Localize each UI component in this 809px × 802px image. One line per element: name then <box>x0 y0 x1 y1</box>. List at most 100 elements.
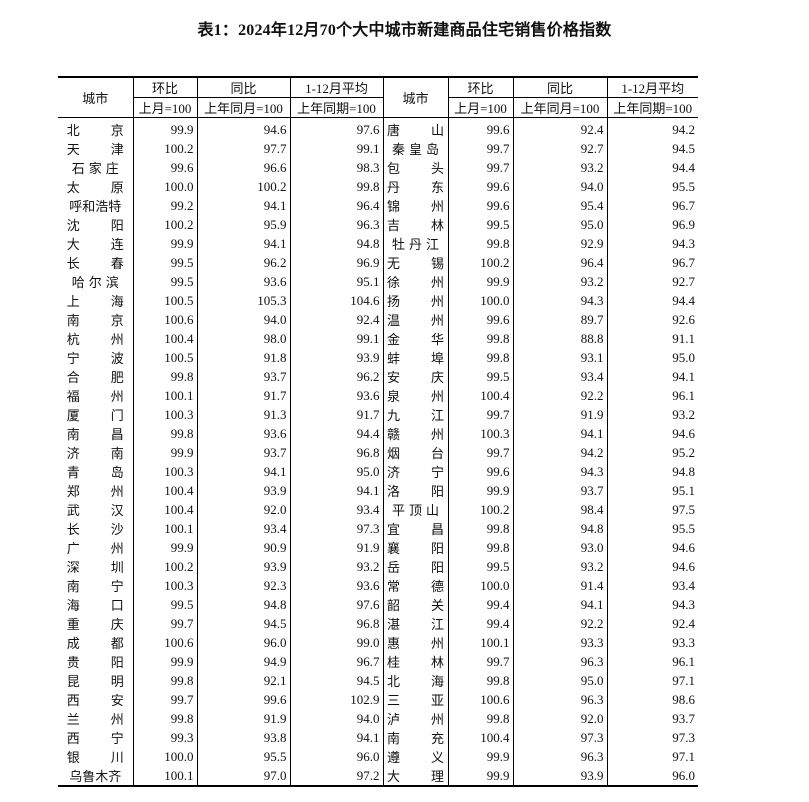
city-cell-right: 遵义 <box>383 747 449 766</box>
city-name-left: 太原 <box>66 180 155 195</box>
city-cell-right: 襄阳 <box>383 538 449 557</box>
mom-value-right: 99.8 <box>448 234 514 253</box>
mom-value-left: 99.3 <box>133 728 198 747</box>
city-name-left: 深圳 <box>66 560 155 575</box>
yoy-value-left: 93.4 <box>197 519 291 538</box>
mom-value-right: 99.6 <box>448 196 514 215</box>
city-name-right: 温州 <box>386 313 475 328</box>
yoy-value-left: 91.9 <box>197 709 291 728</box>
yoy-value-right: 94.0 <box>513 177 608 196</box>
city-name-left: 郑州 <box>66 484 155 499</box>
mom-value-right: 100.4 <box>448 386 514 405</box>
city-name-left: 合肥 <box>66 370 155 385</box>
avg-value-left: 97.6 <box>290 117 384 139</box>
yoy-value-left: 91.8 <box>197 348 291 367</box>
avg-value-right: 96.7 <box>672 254 695 270</box>
yoy-value-right: 91.4 <box>513 576 608 595</box>
yoy-value-left: 94.5 <box>197 614 291 633</box>
city-cell-left: 西宁 <box>58 728 134 747</box>
city-cell-right: 赣州 <box>383 424 449 443</box>
mom-value-left: 100.2 <box>133 215 198 234</box>
city-name-right: 无锡 <box>386 256 475 271</box>
yoy-value-right: 94.8 <box>513 519 608 538</box>
mom-value-right: 99.8 <box>448 348 514 367</box>
table-row: 石家庄 99.6 96.6 98.3 包头 99.7 93.2 94.4 <box>58 158 698 177</box>
table-row: 郑州 100.4 93.9 94.1 洛阳 99.9 93.7 95.1 <box>58 481 698 500</box>
avg-value-left: 93.4 <box>290 500 384 519</box>
avg-value-right: 91.1 <box>672 330 695 346</box>
mom-value-left: 99.5 <box>133 272 198 291</box>
avg-value-left: 104.6 <box>290 291 384 310</box>
avg-value-right: 94.5 <box>672 140 695 156</box>
yoy-value-right: 93.7 <box>513 481 608 500</box>
avg-value-right: 93.3 <box>672 634 695 650</box>
yoy-value-right: 89.7 <box>513 310 608 329</box>
yoy-value-left: 93.6 <box>197 272 291 291</box>
avg-value-right: 97.5 <box>672 501 695 517</box>
mom-value-right: 100.2 <box>448 253 514 272</box>
table-row: 福州 100.1 91.7 93.6 泉州 100.4 92.2 96.1 <box>58 386 698 405</box>
city-name-right: 泉州 <box>386 389 475 404</box>
city-name-left: 哈尔滨 <box>71 275 123 290</box>
city-name-left: 成都 <box>66 636 155 651</box>
avg-value-right: 92.4 <box>672 615 695 631</box>
city-cell-right: 济宁 <box>383 462 449 481</box>
mom-value-right: 99.7 <box>448 405 514 424</box>
city-cell-right: 湛江 <box>383 614 449 633</box>
mom-value-left: 99.8 <box>133 367 198 386</box>
mom-value-left: 100.4 <box>133 481 198 500</box>
city-name-left: 天津 <box>66 142 155 157</box>
mom-value-right: 99.8 <box>448 519 514 538</box>
city-cell-right: 洛阳 <box>383 481 449 500</box>
city-cell-right: 包头 <box>383 158 449 177</box>
city-cell-right: 秦皇岛 <box>383 139 449 158</box>
table-row: 西宁 99.3 93.8 94.1 南充 100.4 97.3 97.3 <box>58 728 698 747</box>
city-cell-left: 长春 <box>58 253 134 272</box>
avg-value-left: 99.1 <box>290 139 384 158</box>
city-name-left: 乌鲁木齐 <box>69 769 122 784</box>
yoy-value-left: 94.8 <box>197 595 291 614</box>
mom-value-left: 99.9 <box>133 538 198 557</box>
mom-value-left: 99.9 <box>133 443 198 462</box>
city-cell-left: 深圳 <box>58 557 134 576</box>
city-name-right: 南充 <box>386 731 475 746</box>
mom-value-left: 100.2 <box>133 139 198 158</box>
mom-value-left: 99.9 <box>133 652 198 671</box>
yoy-value-right: 93.2 <box>513 272 608 291</box>
avg-value-right: 93.2 <box>672 406 695 422</box>
yoy-value-left: 90.9 <box>197 538 291 557</box>
yoy-value-left: 92.0 <box>197 500 291 519</box>
mom-value-left: 100.3 <box>133 405 198 424</box>
table-row: 长春 99.5 96.2 96.9 无锡 100.2 96.4 96.7 <box>58 253 698 272</box>
city-name-right: 徐州 <box>386 275 475 290</box>
table-row: 西安 99.7 99.6 102.9 三亚 100.6 96.3 98.6 <box>58 690 698 709</box>
avg-value-right: 96.1 <box>672 653 695 669</box>
yoy-value-right: 93.2 <box>513 158 608 177</box>
city-name-right: 北海 <box>386 674 475 689</box>
header-avg-right: 1-12月平均 <box>607 76 698 98</box>
mom-value-right: 99.8 <box>448 671 514 690</box>
yoy-value-right: 93.3 <box>513 633 608 652</box>
yoy-value-right: 93.1 <box>513 348 608 367</box>
avg-value-right: 94.4 <box>672 159 695 175</box>
city-cell-left: 福州 <box>58 386 134 405</box>
table-row: 海口 99.5 94.8 97.6 韶关 99.4 94.1 94.3 <box>58 595 698 614</box>
city-cell-left: 哈尔滨 <box>58 272 134 291</box>
header-mom-left: 环比 <box>133 76 198 98</box>
city-name-left: 银川 <box>66 750 155 765</box>
table-row: 广州 99.9 90.9 91.9 襄阳 99.8 93.0 94.6 <box>58 538 698 557</box>
city-name-left: 南宁 <box>66 579 155 594</box>
yoy-value-left: 94.0 <box>197 310 291 329</box>
mom-value-right: 100.3 <box>448 424 514 443</box>
city-cell-right: 锦州 <box>383 196 449 215</box>
avg-value-left: 93.2 <box>290 557 384 576</box>
yoy-value-left: 94.1 <box>197 462 291 481</box>
mom-value-right: 99.5 <box>448 367 514 386</box>
city-cell-left: 宁波 <box>58 348 134 367</box>
yoy-value-left: 94.1 <box>197 196 291 215</box>
mom-value-left: 100.4 <box>133 500 198 519</box>
city-cell-right: 徐州 <box>383 272 449 291</box>
city-cell-right: 金华 <box>383 329 449 348</box>
avg-value-right: 94.6 <box>672 425 695 441</box>
avg-value-left: 96.3 <box>290 215 384 234</box>
